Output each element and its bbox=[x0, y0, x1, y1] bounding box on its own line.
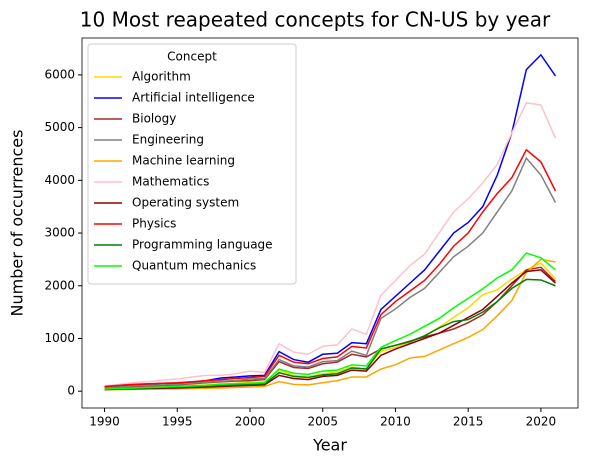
legend-label: Mathematics bbox=[132, 175, 209, 189]
x-tick-label: 1995 bbox=[162, 415, 193, 429]
plot-frame bbox=[81, 37, 579, 409]
y-tick-label: 6000 bbox=[44, 67, 75, 81]
y-tick-label: 5000 bbox=[44, 120, 75, 134]
y-tick-label: 1000 bbox=[44, 331, 75, 345]
legend-label: Operating system bbox=[132, 196, 239, 210]
legend-label: Biology bbox=[132, 112, 176, 126]
legend-label: Quantum mechanics bbox=[132, 259, 256, 273]
legend-label: Artificial intelligence bbox=[132, 91, 255, 105]
x-tick-label: 2010 bbox=[380, 415, 411, 429]
x-tick-label: 1990 bbox=[89, 415, 120, 429]
x-tick-label: 2020 bbox=[526, 415, 557, 429]
series-line bbox=[104, 156, 557, 389]
chart-title: 10 Most reapeated concepts for CN-US by … bbox=[80, 8, 551, 32]
legend-title: Concept bbox=[167, 50, 217, 64]
series-line bbox=[104, 102, 557, 387]
x-axis-label: Year bbox=[312, 436, 347, 455]
x-tick-label: 2015 bbox=[453, 415, 484, 429]
y-axis-label: Number of occurrences bbox=[8, 130, 27, 317]
y-tick-label: 0 bbox=[67, 384, 75, 398]
legend-label: Physics bbox=[132, 217, 176, 231]
x-tick-label: 2000 bbox=[235, 415, 266, 429]
y-tick-label: 4000 bbox=[44, 173, 75, 187]
series-line bbox=[104, 258, 556, 391]
series-line bbox=[104, 269, 556, 391]
y-tick-label: 3000 bbox=[44, 226, 75, 240]
legend-label: Machine learning bbox=[132, 154, 235, 168]
legend-box bbox=[87, 43, 297, 285]
legend-label: Programming language bbox=[132, 238, 273, 252]
legend-label: Engineering bbox=[132, 133, 204, 147]
y-tick-label: 2000 bbox=[44, 278, 75, 292]
series-line bbox=[104, 148, 557, 388]
legend-label: Algorithm bbox=[132, 70, 191, 84]
x-tick-label: 2005 bbox=[307, 415, 338, 429]
series-line bbox=[104, 252, 556, 390]
